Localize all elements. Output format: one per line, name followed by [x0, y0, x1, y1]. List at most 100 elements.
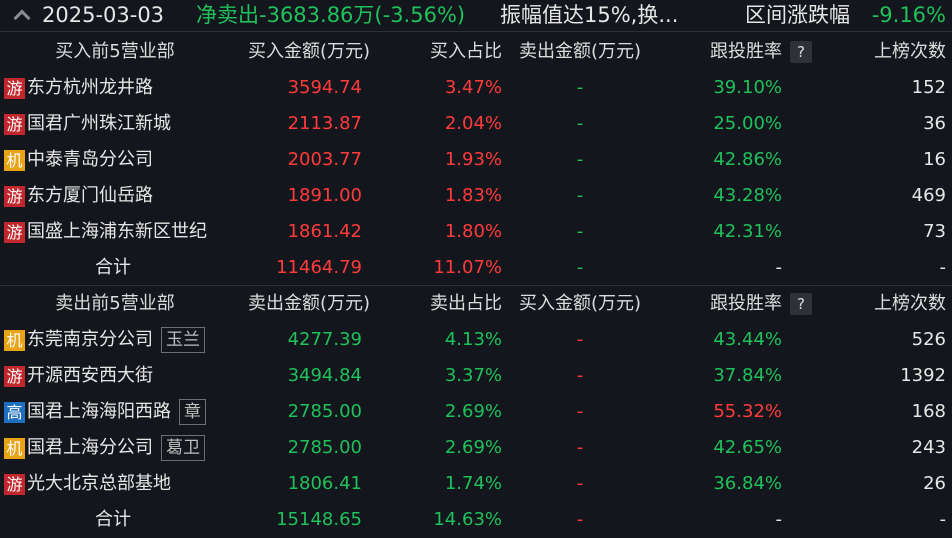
- broker-name[interactable]: 国君广州珠江新城: [27, 113, 171, 134]
- broker-name[interactable]: 光大北京总部基地: [27, 473, 171, 494]
- other-amount: -: [576, 185, 584, 206]
- ratio: 4.13%: [444, 329, 502, 350]
- ratio: 2.69%: [444, 401, 502, 422]
- broker-type-badge: 游: [4, 185, 25, 207]
- title-bar: 2025-03-03 净卖出-3683.86万(-3.56%) 振幅值达15%,…: [0, 0, 952, 32]
- broker-cell: 高国君上海海阳西路章: [4, 394, 230, 430]
- broker-cell: 游光大北京总部基地: [4, 466, 230, 502]
- column-header[interactable]: 卖出金额(万元): [518, 41, 642, 62]
- table-row[interactable]: 机国君上海分公司 葛卫 2785.00 2.69% - 42.65% 243: [0, 430, 952, 466]
- amount: 1861.42: [287, 221, 362, 242]
- ratio: 1.74%: [444, 473, 502, 494]
- amount: 4277.39: [287, 329, 362, 350]
- win-rate: 55.32%: [713, 401, 782, 422]
- table-row[interactable]: 机东莞南京分公司 玉兰 4277.39 4.13% - 43.44% 526: [0, 322, 952, 358]
- other-amount: -: [576, 437, 584, 458]
- amount: 2113.87: [287, 113, 362, 134]
- amount: 1891.00: [287, 185, 362, 206]
- column-header[interactable]: 跟投胜率: [710, 293, 782, 314]
- win-rate: 39.10%: [713, 77, 782, 98]
- broker-type-badge: 机: [4, 329, 25, 351]
- total-label: 合计: [95, 257, 131, 278]
- list-count: 26: [923, 473, 946, 494]
- other-amount: -: [576, 473, 584, 494]
- total-other: -: [576, 257, 584, 278]
- win-rate: 25.00%: [713, 113, 782, 134]
- chevron-up-icon[interactable]: [12, 0, 32, 31]
- list-count: 152: [911, 77, 946, 98]
- net-flow: 净卖出-3683.86万(-3.56%): [196, 3, 466, 27]
- table-row[interactable]: 机中泰青岛分公司 2003.77 1.93% - 42.86% 16: [0, 142, 952, 178]
- broker-type-badge: 游: [4, 113, 25, 135]
- win-rate: 42.86%: [713, 149, 782, 170]
- table-row[interactable]: 游东方厦门仙岳路 1891.00 1.83% - 43.28% 469: [0, 178, 952, 214]
- list-count: 526: [911, 329, 946, 350]
- amount: 3594.74: [287, 77, 362, 98]
- seat-tag[interactable]: 章: [179, 399, 206, 425]
- help-icon[interactable]: ?: [790, 293, 812, 315]
- ratio: 1.83%: [444, 185, 502, 206]
- table-row[interactable]: 游东方杭州龙井路 3594.74 3.47% - 39.10% 152: [0, 70, 952, 106]
- range-value: -9.16%: [871, 3, 946, 27]
- broker-name[interactable]: 国君上海海阳西路: [27, 401, 171, 422]
- other-amount: -: [576, 77, 584, 98]
- table-row[interactable]: 游开源西安西大街 3494.84 3.37% - 37.84% 1392: [0, 358, 952, 394]
- broker-name[interactable]: 东莞南京分公司: [27, 329, 153, 350]
- list-count: 36: [923, 113, 946, 134]
- table-row[interactable]: 游国盛上海浦东新区世纪 1861.42 1.80% - 42.31% 73: [0, 214, 952, 250]
- win-rate: 43.44%: [713, 329, 782, 350]
- column-header[interactable]: 上榜次数: [874, 293, 946, 314]
- total-other: -: [576, 509, 584, 530]
- other-amount: -: [576, 329, 584, 350]
- table-row[interactable]: 游光大北京总部基地 1806.41 1.74% - 36.84% 26: [0, 466, 952, 502]
- broker-name[interactable]: 东方杭州龙井路: [27, 77, 153, 98]
- table-row[interactable]: 高国君上海海阳西路章 2785.00 2.69% - 55.32% 168: [0, 394, 952, 430]
- range-label: 区间涨跌幅: [745, 3, 850, 27]
- broker-name[interactable]: 国盛上海浦东新区世纪: [27, 221, 207, 242]
- help-icon[interactable]: ?: [790, 41, 812, 63]
- total-label: 合计: [95, 509, 131, 530]
- amount: 1806.41: [287, 473, 362, 494]
- total-ratio: 11.07%: [433, 257, 502, 278]
- seat-tag[interactable]: 葛卫: [161, 435, 205, 461]
- broker-type-badge: 机: [4, 437, 25, 459]
- column-header[interactable]: 卖出金额(万元): [247, 293, 370, 314]
- win-rate: 37.84%: [713, 365, 782, 386]
- table-row[interactable]: 游国君广州珠江新城 2113.87 2.04% - 25.00% 36: [0, 106, 952, 142]
- broker-cell: 机国君上海分公司 葛卫: [4, 430, 230, 466]
- seat-tag[interactable]: 玉兰: [161, 327, 205, 353]
- total-win: -: [775, 257, 783, 278]
- column-header[interactable]: 上榜次数: [874, 41, 946, 62]
- column-header[interactable]: 买入金额(万元): [518, 293, 642, 314]
- column-header[interactable]: 买入占比: [430, 41, 502, 62]
- total-count: -: [939, 257, 947, 278]
- amount: 2785.00: [287, 401, 362, 422]
- other-amount: -: [576, 149, 584, 170]
- total-amount: 15148.65: [276, 509, 362, 530]
- broker-type-badge: 游: [4, 221, 25, 243]
- amount: 2785.00: [287, 437, 362, 458]
- column-header[interactable]: 卖出占比: [430, 293, 502, 314]
- column-header[interactable]: 买入金额(万元): [247, 41, 370, 62]
- list-count: 1392: [900, 365, 946, 386]
- column-header[interactable]: 跟投胜率: [710, 41, 782, 62]
- total-ratio: 14.63%: [433, 509, 502, 530]
- reason[interactable]: 振幅值达15%,换...: [500, 3, 679, 27]
- broker-name[interactable]: 开源西安西大街: [27, 365, 153, 386]
- total-win: -: [775, 509, 783, 530]
- broker-name[interactable]: 东方厦门仙岳路: [27, 185, 153, 206]
- ratio: 3.47%: [444, 77, 502, 98]
- broker-name[interactable]: 国君上海分公司: [27, 437, 153, 458]
- other-amount: -: [576, 401, 584, 422]
- column-header[interactable]: 买入前5营业部: [55, 41, 175, 62]
- list-count: 469: [911, 185, 946, 206]
- column-header[interactable]: 卖出前5营业部: [55, 293, 175, 314]
- list-count: 16: [923, 149, 946, 170]
- sell-total-row: 合计 15148.65 14.63% - - -: [0, 502, 952, 538]
- other-amount: -: [576, 221, 584, 242]
- buy-total-row: 合计 11464.79 11.07% - - -: [0, 250, 952, 286]
- ratio: 2.69%: [444, 437, 502, 458]
- broker-name[interactable]: 中泰青岛分公司: [27, 149, 153, 170]
- date: 2025-03-03: [42, 3, 165, 27]
- ratio: 2.04%: [444, 113, 502, 134]
